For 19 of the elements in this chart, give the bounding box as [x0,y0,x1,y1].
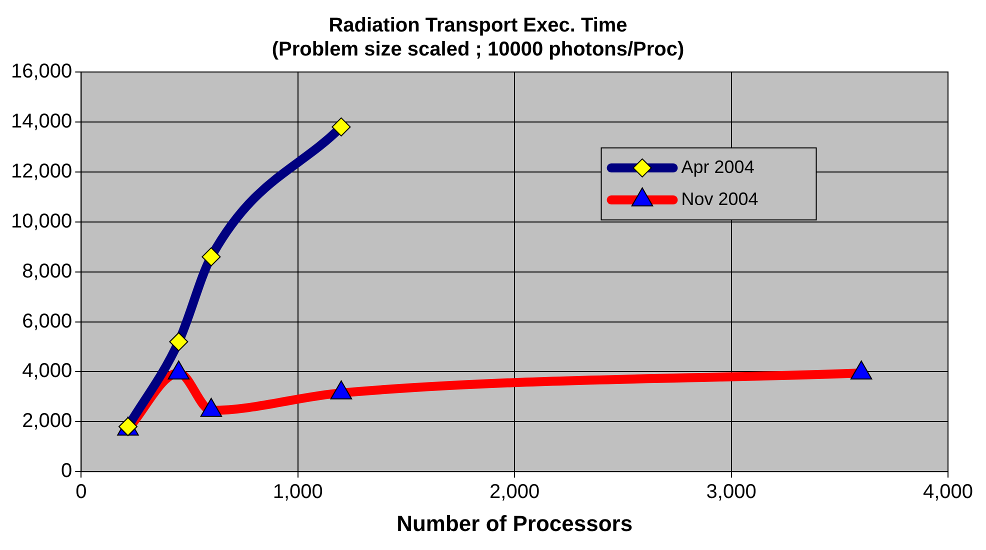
y-tick-label: 14,000 [11,110,72,132]
x-axis-title: Number of Processors [396,510,633,536]
y-tick-label: 16,000 [11,60,72,83]
chart-subtitle: (Problem size scaled ; 10000 photons/Proc) [272,38,684,61]
y-tick-label: 0 [61,460,72,482]
x-tick-label: 2,000 [490,481,540,504]
x-tick-label: 1,000 [272,481,323,504]
y-tick-label: 8,000 [22,260,72,282]
y-tick-label: 12,000 [11,160,72,182]
legend-label: Nov 2004 [681,188,758,209]
y-tick-label: 10,000 [11,210,72,232]
x-tick-label: 4,000 [922,481,974,504]
y-tick-label: 2,000 [22,410,72,432]
y-tick-label: 6,000 [22,310,72,332]
x-tick-label: 0 [76,481,87,504]
legend-label: Apr 2004 [681,156,754,177]
chart-title: Radiation Transport Exec. Time [328,14,628,37]
y-tick-label: 4,000 [22,360,72,382]
x-tick-label: 3,000 [706,481,756,504]
